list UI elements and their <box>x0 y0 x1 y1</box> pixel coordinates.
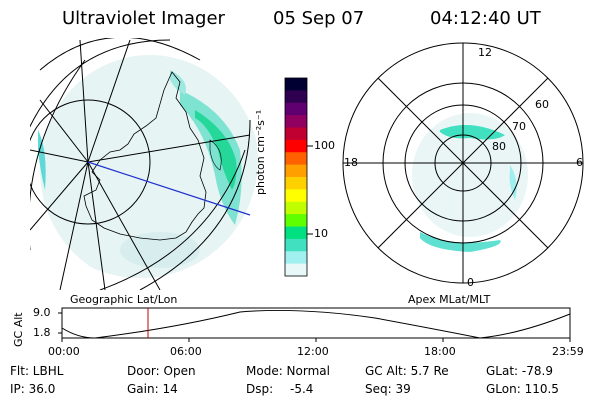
altitude-xtick-2359: 23:59 <box>552 345 584 358</box>
altitude-ylabel: GC Alt <box>12 312 25 347</box>
altitude-plot <box>58 307 571 342</box>
info-door: Door: Open <box>127 364 196 378</box>
info-seq: Seq: 39 <box>365 382 411 396</box>
colorbar-segment <box>285 78 307 91</box>
info-gcalt: GC Alt: 5.7 Re <box>365 364 449 378</box>
colorbar-segment <box>285 164 307 178</box>
altitude-xtick-1800: 18:00 <box>424 345 456 358</box>
colorbar-segment <box>285 201 307 215</box>
colorbar-segment <box>285 251 307 265</box>
info-glat: GLat: -78.9 <box>486 364 553 378</box>
terminator-line <box>87 161 251 216</box>
mlt-label-6: 6 <box>576 156 583 169</box>
altitude-xtick-0600: 06:00 <box>170 345 202 358</box>
colorbar-segment <box>285 263 307 277</box>
colorbar-segment <box>285 127 307 141</box>
info-ip: IP: 36.0 <box>10 382 56 396</box>
colorbar-segment <box>285 238 307 252</box>
colorbar-segment <box>285 102 307 116</box>
time-label: 04:12:40 UT <box>430 8 541 29</box>
info-gain: Gain: 14 <box>127 382 178 396</box>
colorbar-segment <box>285 226 307 240</box>
mlt-label-0: 0 <box>467 276 474 289</box>
colorbar-segment <box>285 177 307 190</box>
right-panel-label: Apex MLat/MLT <box>408 293 491 306</box>
altitude-xtick-1200: 12:00 <box>297 345 329 358</box>
date-label: 05 Sep 07 <box>273 8 365 29</box>
auroral-emission <box>38 55 258 278</box>
graticule <box>30 38 251 290</box>
colorbar-segment <box>285 139 307 153</box>
info-dsp-label: Dsp: <box>246 382 274 396</box>
colorbar-tick-100: 100 <box>314 139 335 152</box>
colorbar <box>284 77 313 277</box>
colorbar-tick-10: 10 <box>314 227 328 240</box>
altitude-ytick-1.8: 1.8 <box>33 326 51 339</box>
altitude-xtick-0000: 00:00 <box>48 345 80 358</box>
info-flt: Flt: LBHL <box>10 364 64 378</box>
lat-label-70: 70 <box>512 120 526 133</box>
info-mode: Mode: Normal <box>246 364 330 378</box>
left-panel-label: Geographic Lat/Lon <box>70 293 178 306</box>
altitude-ytick-9: 9.0 <box>33 306 51 319</box>
colorbar-segment <box>285 152 307 166</box>
info-glon: GLon: 110.5 <box>486 382 559 396</box>
lat-label-60: 60 <box>535 98 549 111</box>
info-dsp-value: -5.4 <box>290 382 314 396</box>
colorbar-segment <box>285 90 307 104</box>
app-title: Ultraviolet Imager <box>62 8 225 29</box>
mlt-label-18: 18 <box>344 156 358 169</box>
lat-label-80: 80 <box>492 140 506 153</box>
colorbar-segment <box>285 189 307 203</box>
mlt-label-12: 12 <box>478 46 492 59</box>
altitude-curve <box>61 309 571 339</box>
colorbar-segment <box>285 214 307 227</box>
colorbar-segment <box>285 115 307 128</box>
coastline <box>83 71 207 241</box>
